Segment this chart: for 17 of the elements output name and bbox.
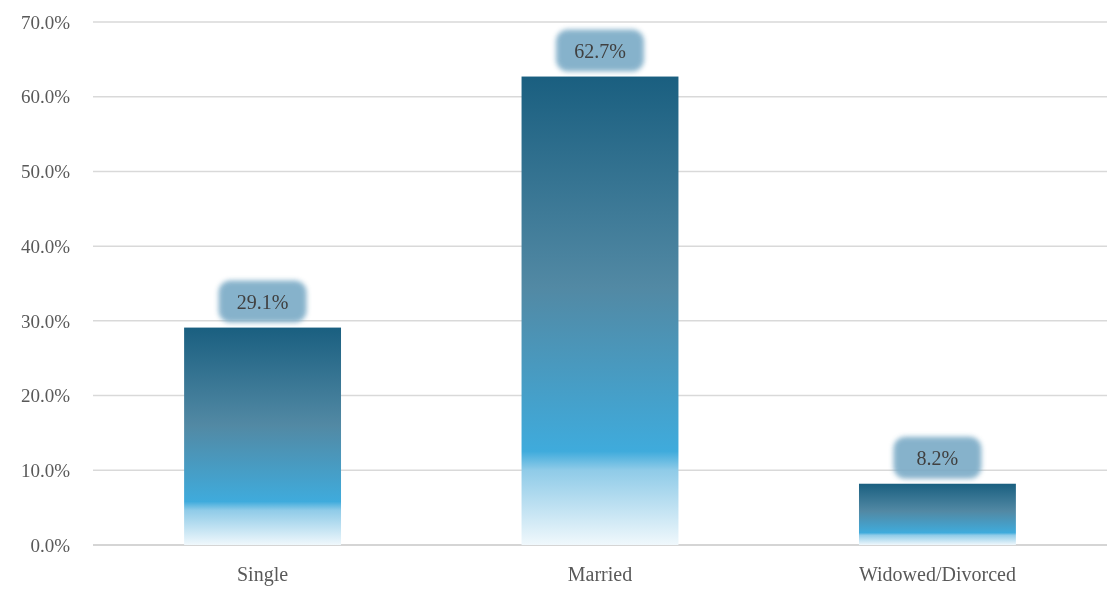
y-tick-label: 50.0%: [20, 161, 71, 183]
data-label: 8.2%: [916, 446, 959, 469]
x-tick-label: Widowed/Divorced: [858, 563, 1016, 585]
data-label: 29.1%: [236, 290, 289, 313]
y-tick-label: 30.0%: [20, 310, 71, 332]
y-tick-label: 0.0%: [30, 534, 71, 556]
data-label: 62.7%: [574, 39, 626, 62]
bar: [521, 76, 679, 545]
y-tick-label: 70.0%: [20, 11, 71, 33]
bar: [184, 327, 342, 545]
y-tick-label: 60.0%: [20, 86, 71, 108]
x-tick-label: Single: [237, 563, 289, 586]
y-tick-label: 40.0%: [20, 235, 71, 257]
bar: [858, 483, 1016, 545]
y-tick-label: 10.0%: [20, 459, 71, 481]
y-tick-label: 20.0%: [20, 385, 71, 407]
x-tick-label: Married: [567, 563, 633, 585]
